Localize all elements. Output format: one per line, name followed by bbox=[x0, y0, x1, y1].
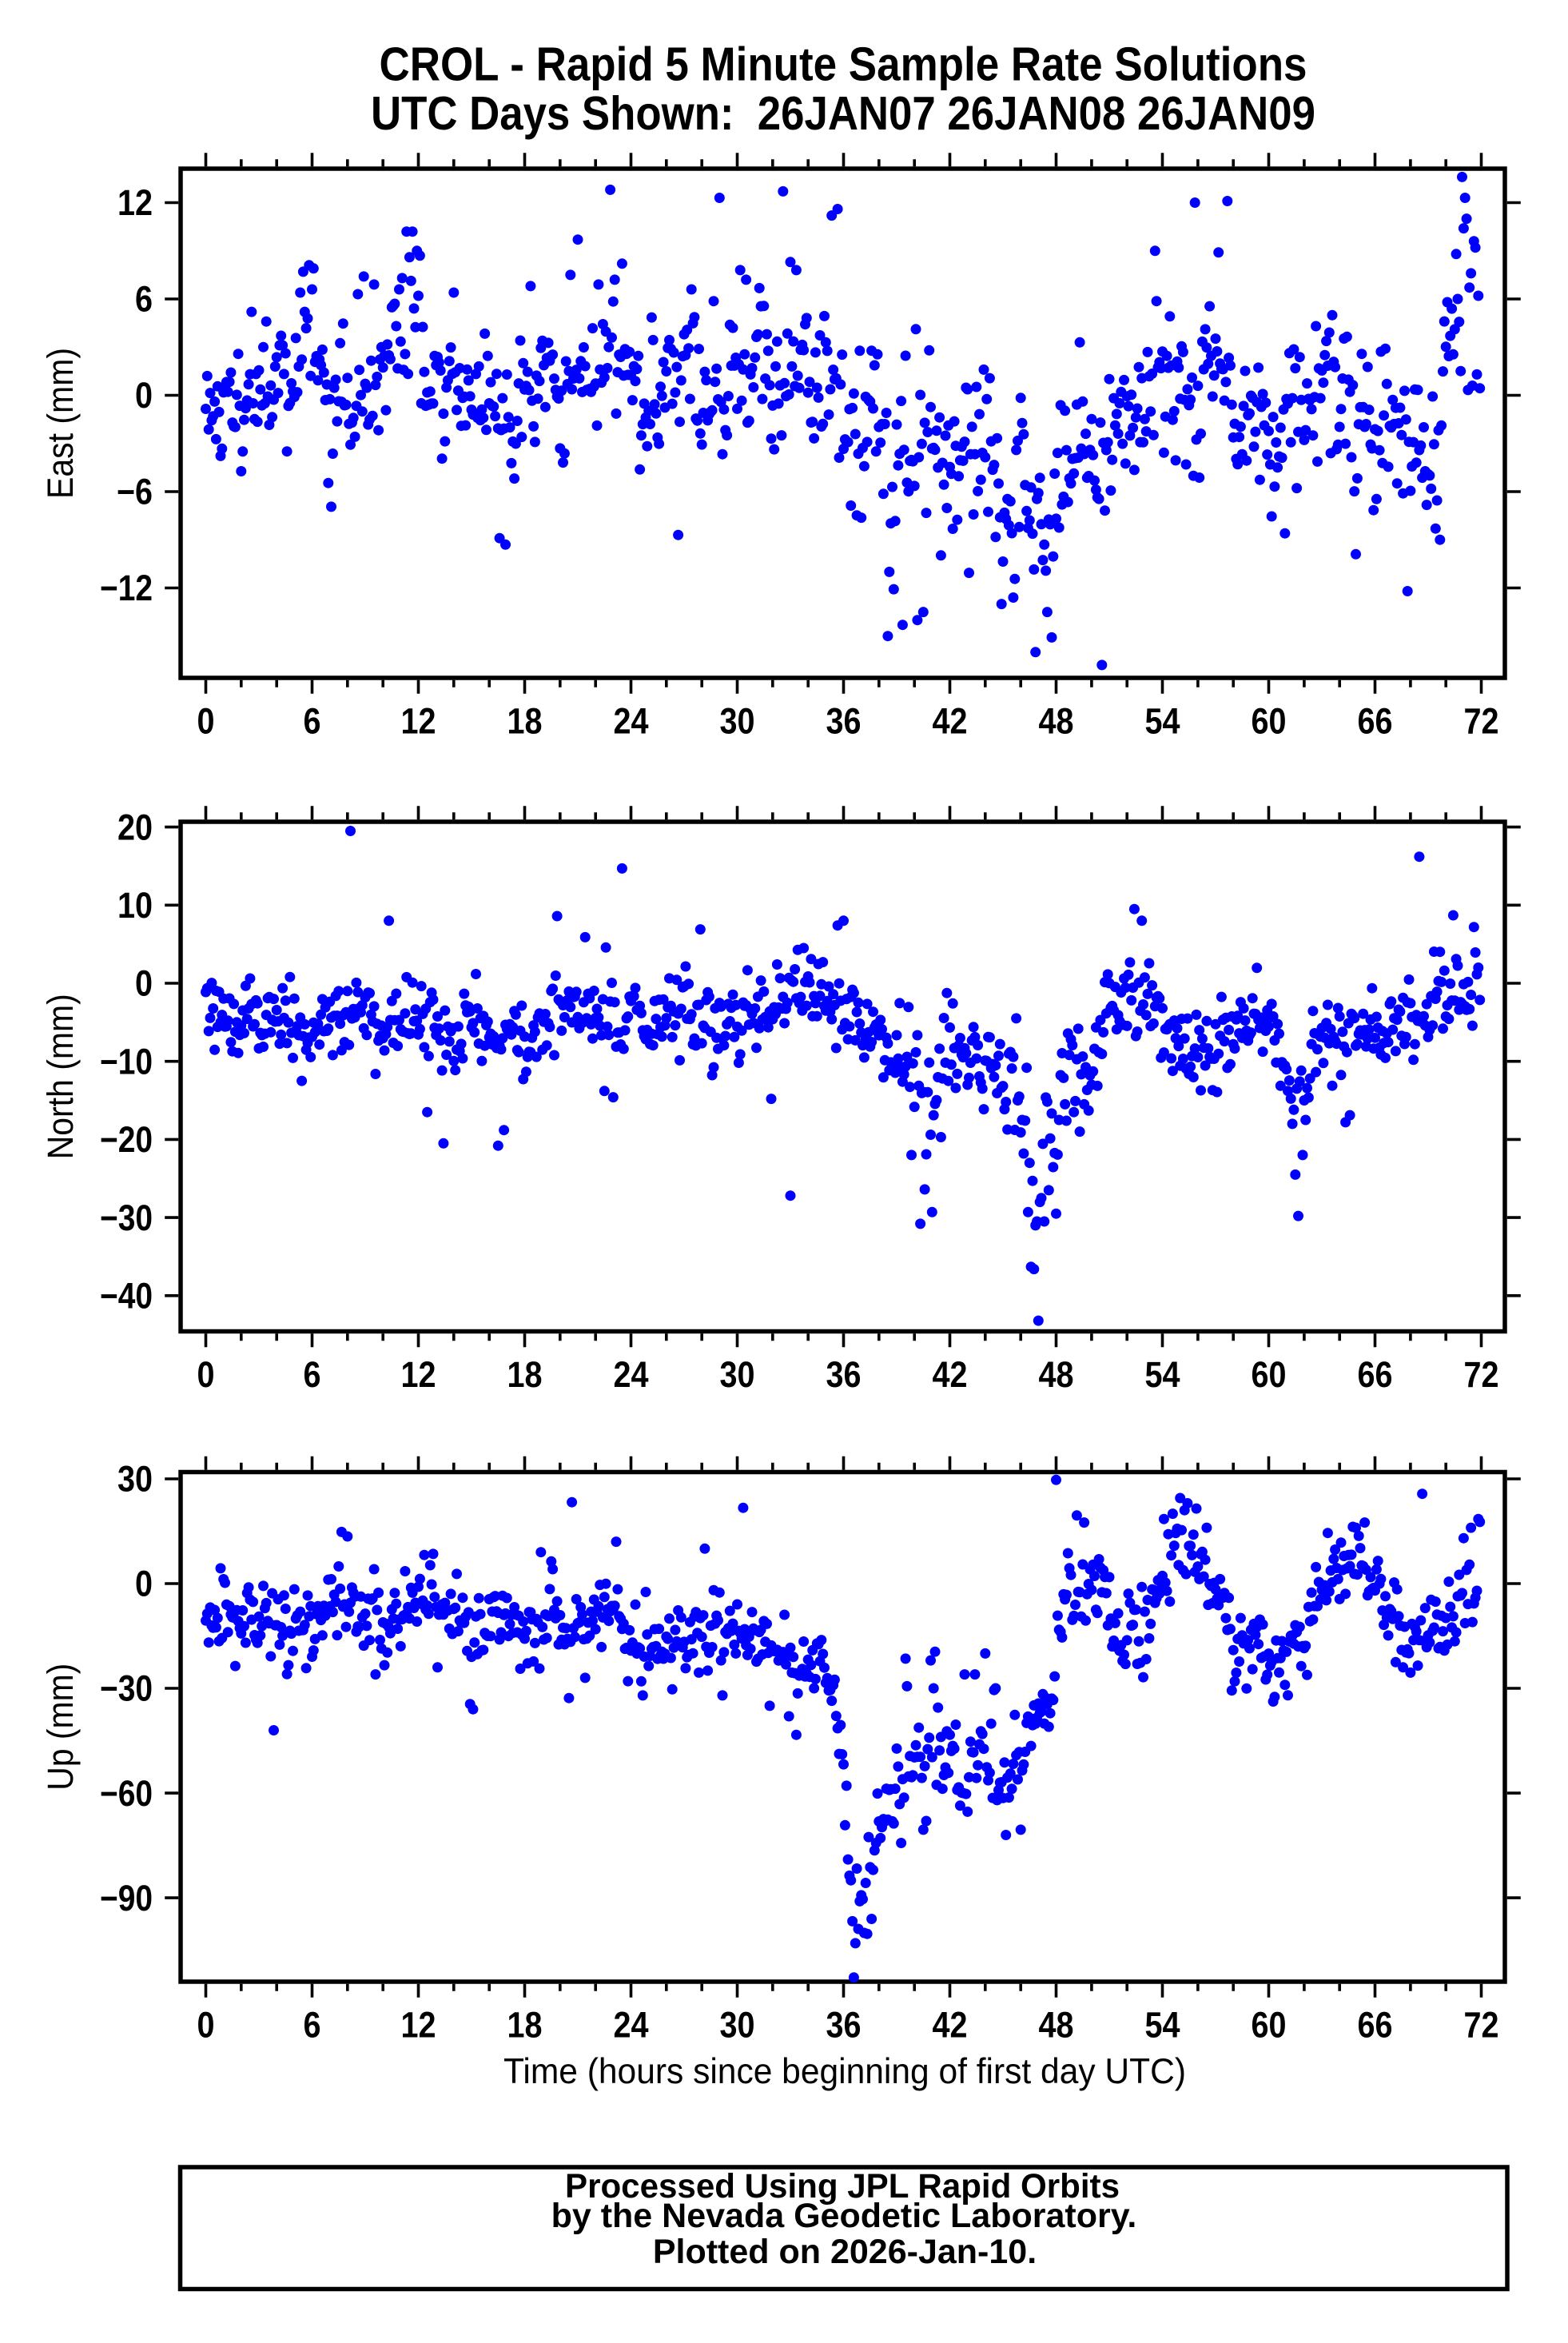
svg-text:−20: −20 bbox=[100, 1119, 153, 1160]
svg-text:−30: −30 bbox=[100, 1197, 153, 1238]
svg-text:18: 18 bbox=[507, 1354, 543, 1395]
svg-text:Up (mm): Up (mm) bbox=[40, 1664, 81, 1791]
svg-text:−6: −6 bbox=[117, 472, 153, 512]
svg-text:66: 66 bbox=[1358, 1354, 1393, 1395]
svg-text:Plotted on 2026-Jan-10.: Plotted on 2026-Jan-10. bbox=[653, 2233, 1037, 2271]
svg-text:48: 48 bbox=[1039, 2004, 1074, 2045]
svg-text:54: 54 bbox=[1145, 700, 1180, 741]
svg-text:East (mm): East (mm) bbox=[40, 348, 81, 499]
svg-text:6: 6 bbox=[304, 700, 321, 741]
svg-text:30: 30 bbox=[117, 1459, 153, 1500]
svg-text:6: 6 bbox=[304, 1354, 321, 1395]
svg-text:Processed Using JPL Rapid Orbi: Processed Using JPL Rapid Orbits bbox=[565, 2167, 1120, 2206]
svg-text:42: 42 bbox=[933, 700, 968, 741]
svg-text:UTC Days Shown: 26JAN07 26JAN: UTC Days Shown: 26JAN07 26JAN08 26JAN09 bbox=[371, 86, 1315, 140]
svg-text:24: 24 bbox=[614, 2004, 649, 2045]
svg-text:0: 0 bbox=[135, 375, 153, 416]
svg-text:Time (hours since beginning of: Time (hours since beginning of first day… bbox=[503, 2052, 1186, 2091]
svg-text:18: 18 bbox=[507, 2004, 543, 2045]
svg-text:by the Nevada Geodetic Laborat: by the Nevada Geodetic Laboratory. bbox=[551, 2197, 1137, 2235]
svg-text:0: 0 bbox=[197, 2004, 215, 2045]
svg-text:48: 48 bbox=[1039, 1354, 1074, 1395]
svg-text:30: 30 bbox=[720, 1354, 755, 1395]
svg-text:36: 36 bbox=[826, 2004, 862, 2045]
svg-text:60: 60 bbox=[1252, 700, 1287, 741]
svg-text:CROL - Rapid 5 Minute Sample R: CROL - Rapid 5 Minute Sample Rate Soluti… bbox=[380, 38, 1307, 91]
svg-text:−90: −90 bbox=[100, 1878, 153, 1919]
svg-text:66: 66 bbox=[1358, 2004, 1393, 2045]
svg-text:0: 0 bbox=[197, 1354, 215, 1395]
svg-text:72: 72 bbox=[1464, 2004, 1499, 2045]
svg-text:−12: −12 bbox=[100, 568, 153, 608]
svg-text:12: 12 bbox=[401, 1354, 436, 1395]
svg-text:24: 24 bbox=[614, 700, 649, 741]
svg-text:−10: −10 bbox=[100, 1041, 153, 1082]
svg-text:60: 60 bbox=[1252, 1354, 1287, 1395]
svg-text:0: 0 bbox=[197, 700, 215, 741]
svg-text:−40: −40 bbox=[100, 1276, 153, 1317]
svg-text:0: 0 bbox=[135, 963, 153, 1004]
svg-text:6: 6 bbox=[135, 279, 153, 320]
svg-text:10: 10 bbox=[117, 885, 153, 926]
svg-text:12: 12 bbox=[401, 700, 436, 741]
svg-text:12: 12 bbox=[401, 2004, 436, 2045]
svg-text:18: 18 bbox=[507, 700, 543, 741]
svg-text:6: 6 bbox=[304, 2004, 321, 2045]
svg-text:60: 60 bbox=[1252, 2004, 1287, 2045]
svg-text:30: 30 bbox=[720, 2004, 755, 2045]
svg-text:54: 54 bbox=[1145, 2004, 1180, 2045]
svg-text:66: 66 bbox=[1358, 700, 1393, 741]
svg-text:42: 42 bbox=[933, 1354, 968, 1395]
svg-text:20: 20 bbox=[117, 807, 153, 847]
svg-text:48: 48 bbox=[1039, 700, 1074, 741]
svg-text:−60: −60 bbox=[100, 1773, 153, 1814]
svg-text:54: 54 bbox=[1145, 1354, 1180, 1395]
svg-text:24: 24 bbox=[614, 1354, 649, 1395]
svg-text:36: 36 bbox=[826, 1354, 862, 1395]
svg-text:−30: −30 bbox=[100, 1668, 153, 1709]
svg-text:72: 72 bbox=[1464, 1354, 1499, 1395]
svg-text:36: 36 bbox=[826, 700, 862, 741]
svg-text:12: 12 bbox=[117, 182, 153, 223]
svg-text:North (mm): North (mm) bbox=[40, 994, 81, 1159]
svg-text:42: 42 bbox=[933, 2004, 968, 2045]
svg-text:30: 30 bbox=[720, 700, 755, 741]
svg-text:72: 72 bbox=[1464, 700, 1499, 741]
svg-text:0: 0 bbox=[135, 1564, 153, 1604]
